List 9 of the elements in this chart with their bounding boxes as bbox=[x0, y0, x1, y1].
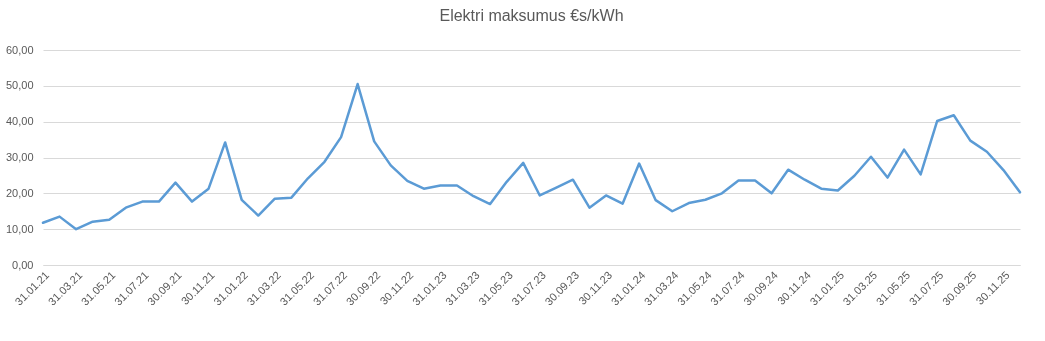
y-tick-label: 20,00 bbox=[5, 186, 34, 199]
chart-title: Elektri maksumus €s/kWh bbox=[439, 7, 624, 24]
y-tick-label: 50,00 bbox=[5, 79, 34, 92]
y-tick-label: 40,00 bbox=[5, 115, 34, 128]
y-tick-label: 60,00 bbox=[5, 43, 34, 56]
line-series bbox=[41, 82, 1022, 231]
y-tick-label: 10,00 bbox=[5, 222, 34, 235]
y-tick-label: 30,00 bbox=[5, 151, 34, 163]
y-tick-label: 0,00 bbox=[12, 258, 34, 271]
